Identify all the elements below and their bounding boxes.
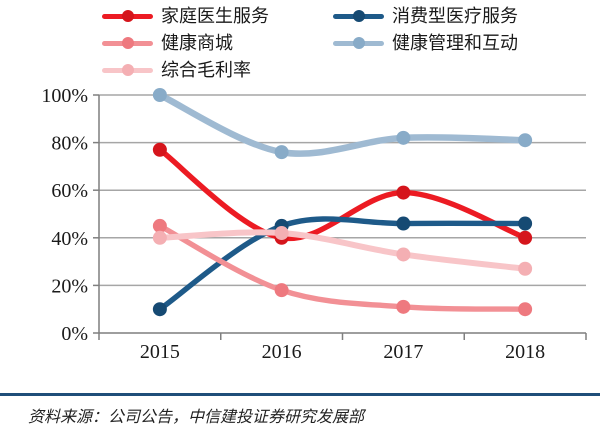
series-line [156, 91, 529, 157]
x-tick-label: 2016 [262, 341, 302, 363]
x-tick-label: 2018 [505, 341, 545, 363]
series-line [157, 223, 528, 312]
legend-label: 健康商城 [161, 33, 233, 53]
data-point-marker [518, 216, 533, 231]
data-point-marker [274, 145, 289, 160]
data-point-marker [274, 283, 289, 298]
chart-legend: 家庭医生服务 消费型医疗服务健康商城 健康管理和互动综合毛利率 [102, 3, 518, 83]
y-tick-label: 80% [51, 133, 88, 155]
legend-dot-icon [352, 10, 365, 22]
data-point-marker [152, 230, 167, 245]
legend-dot-icon [352, 37, 365, 49]
legend-line-marker [102, 37, 153, 49]
legend-item: 家庭医生服务 [102, 3, 333, 29]
data-point-marker [396, 185, 411, 200]
data-point-marker [396, 247, 411, 262]
legend-line-marker [102, 10, 153, 22]
data-point-marker [518, 261, 533, 276]
y-tick-label: 40% [51, 228, 88, 250]
legend-item: 消费型医疗服务 [333, 3, 518, 29]
legend-line-marker [333, 37, 384, 49]
legend-item: 综合毛利率 [102, 57, 333, 83]
data-point-marker [518, 302, 533, 317]
legend-dot-icon [121, 64, 134, 76]
data-point-marker [396, 299, 411, 314]
data-point-marker [518, 133, 533, 148]
y-tick-label: 0% [61, 323, 88, 345]
series-line [157, 216, 528, 312]
data-point-marker [152, 142, 167, 157]
data-point-marker [396, 216, 411, 231]
data-point-marker [396, 130, 411, 145]
data-point-marker [518, 230, 533, 245]
legend-item: 健康管理和互动 [333, 30, 518, 56]
data-point-marker [274, 226, 289, 241]
legend-label: 家庭医生服务 [161, 6, 269, 26]
legend-label: 健康管理和互动 [392, 33, 518, 53]
data-point-marker [152, 88, 167, 102]
y-tick-label: 60% [51, 180, 88, 202]
legend-label: 综合毛利率 [161, 60, 251, 80]
source-note: 资料来源：公司公告，中信建投证券研究发展部 [28, 409, 365, 426]
y-tick-label: 20% [51, 275, 88, 297]
x-tick-label: 2015 [140, 341, 180, 363]
legend-line-marker [102, 64, 153, 76]
footer-separator-line [0, 393, 600, 396]
legend-label: 消费型医疗服务 [392, 6, 518, 26]
x-tick-label: 2017 [383, 341, 423, 363]
legend-line-marker [333, 10, 384, 22]
legend-dot-icon [121, 10, 134, 22]
data-point-marker [152, 218, 167, 233]
series-line [156, 229, 529, 272]
data-point-marker [152, 302, 167, 317]
legend-dot-icon [121, 37, 134, 49]
legend-item: 健康商城 [102, 30, 333, 56]
y-tick-label: 100% [41, 85, 88, 107]
